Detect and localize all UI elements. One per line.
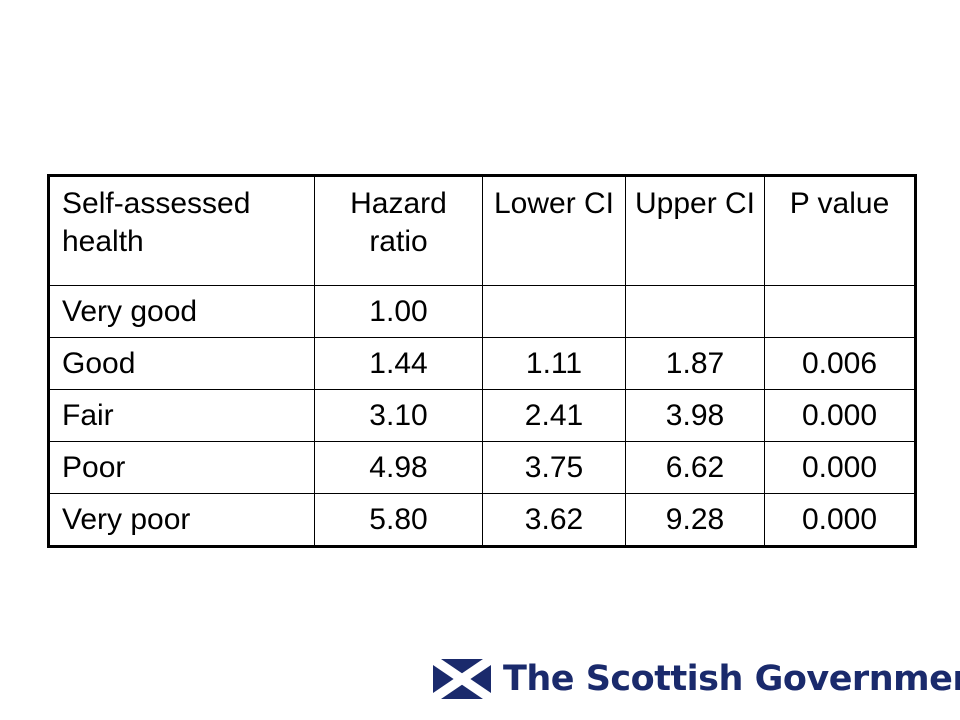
row-label: Good [48, 337, 315, 390]
header-hazard-ratio: Hazard ratio [314, 175, 483, 286]
p-value-cell: 0.000 [764, 389, 916, 442]
lower-ci-cell [482, 285, 626, 338]
row-label: Fair [48, 389, 315, 442]
lower-ci-cell: 3.62 [482, 493, 626, 547]
hazard-ratio-table: Self-assessed health Hazard ratio Lower … [47, 174, 917, 548]
hazard-ratio-cell: 3.10 [314, 389, 483, 442]
table-row: Very good 1.00 [48, 285, 916, 338]
table-row: Good 1.44 1.11 1.87 0.006 [48, 337, 916, 390]
p-value-cell: 0.000 [764, 493, 916, 547]
row-label: Very poor [48, 493, 315, 547]
upper-ci-cell: 6.62 [625, 441, 765, 494]
p-value-cell [764, 285, 916, 338]
table-row: Very poor 5.80 3.62 9.28 0.000 [48, 493, 916, 547]
table-row: Poor 4.98 3.75 6.62 0.000 [48, 441, 916, 494]
table-row: Fair 3.10 2.41 3.98 0.000 [48, 389, 916, 442]
upper-ci-cell: 3.98 [625, 389, 765, 442]
upper-ci-cell: 1.87 [625, 337, 765, 390]
header-upper-ci: Upper CI [625, 175, 765, 286]
logo-text: The Scottish Government [503, 659, 960, 699]
lower-ci-cell: 3.75 [482, 441, 626, 494]
header-self-assessed-health: Self-assessed health [48, 175, 315, 286]
saltire-flag-icon [433, 659, 491, 699]
header-p-value: P value [764, 175, 916, 286]
lower-ci-cell: 1.11 [482, 337, 626, 390]
hazard-ratio-cell: 1.44 [314, 337, 483, 390]
row-label: Poor [48, 441, 315, 494]
hazard-ratio-cell: 1.00 [314, 285, 483, 338]
hazard-ratio-cell: 4.98 [314, 441, 483, 494]
hazard-ratio-cell: 5.80 [314, 493, 483, 547]
p-value-cell: 0.006 [764, 337, 916, 390]
lower-ci-cell: 2.41 [482, 389, 626, 442]
table-header-row: Self-assessed health Hazard ratio Lower … [48, 175, 916, 286]
scottish-government-logo: The Scottish Government [433, 655, 960, 703]
row-label: Very good [48, 285, 315, 338]
header-lower-ci: Lower CI [482, 175, 626, 286]
upper-ci-cell [625, 285, 765, 338]
upper-ci-cell: 9.28 [625, 493, 765, 547]
p-value-cell: 0.000 [764, 441, 916, 494]
